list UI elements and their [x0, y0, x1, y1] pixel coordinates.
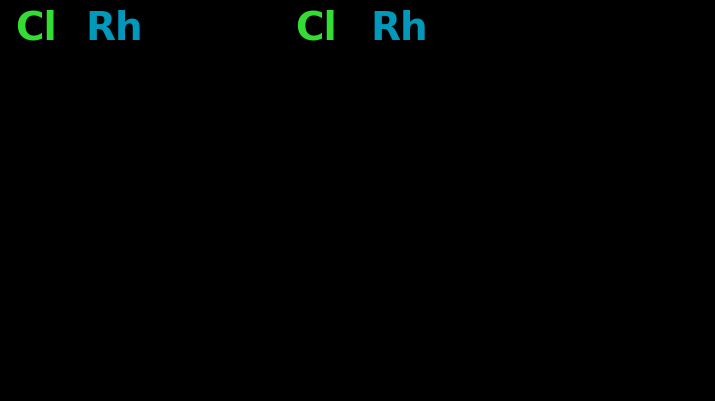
Text: Cl: Cl	[15, 10, 56, 48]
Text: Rh: Rh	[85, 10, 142, 48]
Text: Rh: Rh	[370, 10, 428, 48]
Text: Cl: Cl	[295, 10, 337, 48]
